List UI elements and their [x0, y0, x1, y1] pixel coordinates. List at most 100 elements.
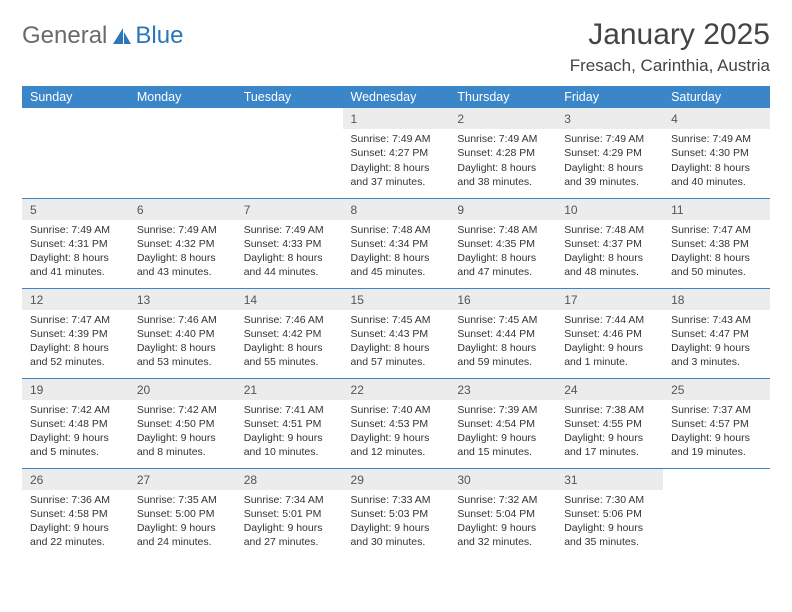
day-details: Sunrise: 7:46 AMSunset: 4:42 PMDaylight:…: [236, 310, 343, 374]
daylight-line: Daylight: 9 hours and 8 minutes.: [137, 431, 228, 459]
daylight-line: Daylight: 9 hours and 24 minutes.: [137, 521, 228, 549]
sunset-line: Sunset: 4:43 PM: [351, 327, 442, 341]
day-number: 15: [343, 289, 450, 310]
calendar-table: Sunday Monday Tuesday Wednesday Thursday…: [22, 86, 770, 558]
day-details: Sunrise: 7:34 AMSunset: 5:01 PMDaylight:…: [236, 490, 343, 554]
day-number: 25: [663, 379, 770, 400]
daylight-line: Daylight: 9 hours and 30 minutes.: [351, 521, 442, 549]
calendar-cell: 5Sunrise: 7:49 AMSunset: 4:31 PMDaylight…: [22, 198, 129, 288]
daylight-line: Daylight: 8 hours and 45 minutes.: [351, 251, 442, 279]
day-details: Sunrise: 7:45 AMSunset: 4:44 PMDaylight:…: [449, 310, 556, 374]
calendar-week-row: 1Sunrise: 7:49 AMSunset: 4:27 PMDaylight…: [22, 108, 770, 198]
daylight-line: Daylight: 8 hours and 48 minutes.: [564, 251, 655, 279]
calendar-cell: 12Sunrise: 7:47 AMSunset: 4:39 PMDayligh…: [22, 288, 129, 378]
calendar-week-row: 19Sunrise: 7:42 AMSunset: 4:48 PMDayligh…: [22, 378, 770, 468]
weekday-header-row: Sunday Monday Tuesday Wednesday Thursday…: [22, 86, 770, 108]
day-details: Sunrise: 7:42 AMSunset: 4:48 PMDaylight:…: [22, 400, 129, 464]
day-details: Sunrise: 7:33 AMSunset: 5:03 PMDaylight:…: [343, 490, 450, 554]
brand-logo: General Blue: [22, 18, 183, 50]
calendar-cell: 11Sunrise: 7:47 AMSunset: 4:38 PMDayligh…: [663, 198, 770, 288]
daylight-line: Daylight: 8 hours and 47 minutes.: [457, 251, 548, 279]
calendar-cell: 28Sunrise: 7:34 AMSunset: 5:01 PMDayligh…: [236, 468, 343, 558]
day-number: 22: [343, 379, 450, 400]
calendar-cell: 15Sunrise: 7:45 AMSunset: 4:43 PMDayligh…: [343, 288, 450, 378]
weekday-header: Monday: [129, 86, 236, 108]
daylight-line: Daylight: 8 hours and 52 minutes.: [30, 341, 121, 369]
day-details: Sunrise: 7:46 AMSunset: 4:40 PMDaylight:…: [129, 310, 236, 374]
brand-word-2: Blue: [135, 22, 183, 50]
day-number: 24: [556, 379, 663, 400]
day-details: Sunrise: 7:49 AMSunset: 4:32 PMDaylight:…: [129, 220, 236, 284]
sunset-line: Sunset: 5:01 PM: [244, 507, 335, 521]
calendar-cell: 26Sunrise: 7:36 AMSunset: 4:58 PMDayligh…: [22, 468, 129, 558]
sunrise-line: Sunrise: 7:49 AM: [457, 132, 548, 146]
day-number: 19: [22, 379, 129, 400]
day-details: Sunrise: 7:37 AMSunset: 4:57 PMDaylight:…: [663, 400, 770, 464]
calendar-cell: 24Sunrise: 7:38 AMSunset: 4:55 PMDayligh…: [556, 378, 663, 468]
day-number: 16: [449, 289, 556, 310]
daylight-line: Daylight: 8 hours and 44 minutes.: [244, 251, 335, 279]
brand-sail-icon: [111, 26, 133, 46]
sunset-line: Sunset: 4:29 PM: [564, 146, 655, 160]
day-details: Sunrise: 7:32 AMSunset: 5:04 PMDaylight:…: [449, 490, 556, 554]
sunrise-line: Sunrise: 7:46 AM: [137, 313, 228, 327]
daylight-line: Daylight: 8 hours and 37 minutes.: [351, 161, 442, 189]
sunset-line: Sunset: 4:37 PM: [564, 237, 655, 251]
calendar-week-row: 12Sunrise: 7:47 AMSunset: 4:39 PMDayligh…: [22, 288, 770, 378]
sunset-line: Sunset: 4:47 PM: [671, 327, 762, 341]
day-details: Sunrise: 7:30 AMSunset: 5:06 PMDaylight:…: [556, 490, 663, 554]
calendar-cell: 7 Sunrise: 7:49 AMSunset: 4:33 PMDaylight…: [236, 198, 343, 288]
day-number: 30: [449, 469, 556, 490]
sunset-line: Sunset: 5:00 PM: [137, 507, 228, 521]
sunrise-line: Sunrise: 7:40 AM: [351, 403, 442, 417]
daylight-line: Daylight: 8 hours and 41 minutes.: [30, 251, 121, 279]
day-number: 4: [663, 108, 770, 129]
daylight-line: Daylight: 9 hours and 32 minutes.: [457, 521, 548, 549]
sunrise-line: Sunrise: 7:44 AM: [564, 313, 655, 327]
daylight-line: Daylight: 9 hours and 19 minutes.: [671, 431, 762, 459]
calendar-cell: 3Sunrise: 7:49 AMSunset: 4:29 PMDaylight…: [556, 108, 663, 198]
title-block: January 2025 Fresach, Carinthia, Austria: [570, 18, 770, 76]
day-number: 20: [129, 379, 236, 400]
daylight-line: Daylight: 8 hours and 55 minutes.: [244, 341, 335, 369]
day-details: Sunrise: 7:48 AMSunset: 4:37 PMDaylight:…: [556, 220, 663, 284]
sunset-line: Sunset: 4:42 PM: [244, 327, 335, 341]
day-number: 7: [236, 199, 343, 220]
day-number: 28: [236, 469, 343, 490]
sunset-line: Sunset: 5:06 PM: [564, 507, 655, 521]
sunset-line: Sunset: 4:32 PM: [137, 237, 228, 251]
sunrise-line: Sunrise: 7:32 AM: [457, 493, 548, 507]
calendar-cell: 17Sunrise: 7:44 AMSunset: 4:46 PMDayligh…: [556, 288, 663, 378]
daylight-line: Daylight: 8 hours and 59 minutes.: [457, 341, 548, 369]
sunrise-line: Sunrise: 7:49 AM: [244, 223, 335, 237]
calendar-cell: 9Sunrise: 7:48 AMSunset: 4:35 PMDaylight…: [449, 198, 556, 288]
sunrise-line: Sunrise: 7:49 AM: [351, 132, 442, 146]
sunset-line: Sunset: 4:33 PM: [244, 237, 335, 251]
sunset-line: Sunset: 5:03 PM: [351, 507, 442, 521]
calendar-cell: 13Sunrise: 7:46 AMSunset: 4:40 PMDayligh…: [129, 288, 236, 378]
daylight-line: Daylight: 9 hours and 15 minutes.: [457, 431, 548, 459]
day-details: Sunrise: 7:36 AMSunset: 4:58 PMDaylight:…: [22, 490, 129, 554]
daylight-line: Daylight: 8 hours and 50 minutes.: [671, 251, 762, 279]
sunrise-line: Sunrise: 7:48 AM: [564, 223, 655, 237]
daylight-line: Daylight: 9 hours and 3 minutes.: [671, 341, 762, 369]
sunset-line: Sunset: 4:50 PM: [137, 417, 228, 431]
day-number: 12: [22, 289, 129, 310]
weekday-header: Friday: [556, 86, 663, 108]
weekday-header: Saturday: [663, 86, 770, 108]
calendar-cell: 8Sunrise: 7:48 AMSunset: 4:34 PMDaylight…: [343, 198, 450, 288]
sunrise-line: Sunrise: 7:34 AM: [244, 493, 335, 507]
daylight-line: Daylight: 8 hours and 53 minutes.: [137, 341, 228, 369]
sunrise-line: Sunrise: 7:42 AM: [30, 403, 121, 417]
sunrise-line: Sunrise: 7:48 AM: [457, 223, 548, 237]
month-title: January 2025: [570, 18, 770, 52]
sunset-line: Sunset: 4:53 PM: [351, 417, 442, 431]
day-details: Sunrise: 7:38 AMSunset: 4:55 PMDaylight:…: [556, 400, 663, 464]
day-details: Sunrise: 7:42 AMSunset: 4:50 PMDaylight:…: [129, 400, 236, 464]
sunrise-line: Sunrise: 7:35 AM: [137, 493, 228, 507]
sunset-line: Sunset: 5:04 PM: [457, 507, 548, 521]
day-number: 31: [556, 469, 663, 490]
calendar-cell: 10Sunrise: 7:48 AMSunset: 4:37 PMDayligh…: [556, 198, 663, 288]
day-number: 26: [22, 469, 129, 490]
calendar-cell: [129, 108, 236, 198]
